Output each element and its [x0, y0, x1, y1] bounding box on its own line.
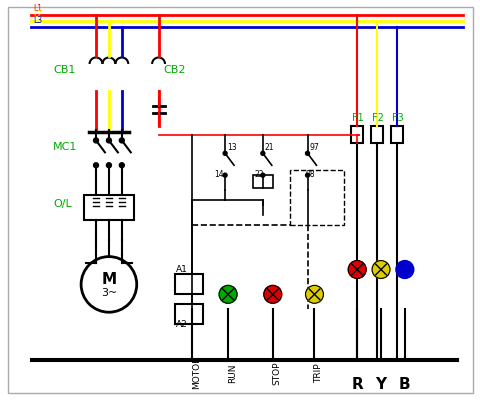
- Bar: [390, 126, 402, 143]
- Circle shape: [219, 286, 237, 303]
- Circle shape: [223, 151, 227, 155]
- Text: 97: 97: [309, 143, 319, 152]
- Text: MC1: MC1: [53, 142, 78, 152]
- Circle shape: [260, 151, 264, 155]
- Bar: [289, 170, 344, 225]
- Circle shape: [106, 138, 111, 143]
- Text: A2: A2: [175, 320, 187, 329]
- Text: 21: 21: [264, 143, 274, 152]
- Bar: [252, 175, 272, 188]
- Circle shape: [305, 286, 323, 303]
- Circle shape: [372, 260, 389, 278]
- Text: L1: L1: [34, 4, 42, 13]
- Circle shape: [119, 163, 124, 168]
- Bar: [175, 304, 203, 324]
- Circle shape: [264, 286, 281, 303]
- Text: F3: F3: [391, 112, 403, 122]
- Circle shape: [106, 163, 111, 168]
- Circle shape: [119, 138, 124, 143]
- Text: A1: A1: [175, 264, 187, 274]
- Text: 22: 22: [254, 170, 264, 179]
- Text: L2: L2: [34, 10, 42, 19]
- Text: TRIP: TRIP: [314, 363, 323, 383]
- Circle shape: [305, 151, 309, 155]
- Text: Y: Y: [375, 377, 386, 392]
- Text: 13: 13: [227, 143, 236, 152]
- Circle shape: [348, 260, 365, 278]
- Circle shape: [260, 173, 264, 177]
- Circle shape: [395, 260, 413, 278]
- Text: STOP: STOP: [272, 361, 281, 384]
- Text: CB2: CB2: [163, 65, 186, 75]
- Bar: [370, 126, 382, 143]
- Text: R: R: [350, 377, 362, 392]
- Text: CB1: CB1: [53, 65, 75, 75]
- Text: M: M: [101, 272, 116, 287]
- Text: L3: L3: [34, 16, 43, 25]
- Text: MOTOR: MOTOR: [192, 356, 201, 390]
- Text: F1: F1: [351, 112, 363, 122]
- Circle shape: [223, 173, 227, 177]
- Circle shape: [305, 173, 309, 177]
- Circle shape: [93, 163, 98, 168]
- Bar: [350, 126, 362, 143]
- Text: B: B: [398, 377, 410, 392]
- Text: F2: F2: [372, 112, 383, 122]
- Text: 98: 98: [305, 170, 314, 179]
- Bar: [175, 274, 203, 294]
- Bar: [84, 195, 133, 220]
- Text: 14: 14: [214, 170, 223, 179]
- Text: RUN: RUN: [228, 363, 237, 382]
- Text: 3~: 3~: [101, 288, 117, 298]
- Text: O/L: O/L: [53, 199, 72, 209]
- Circle shape: [93, 138, 98, 143]
